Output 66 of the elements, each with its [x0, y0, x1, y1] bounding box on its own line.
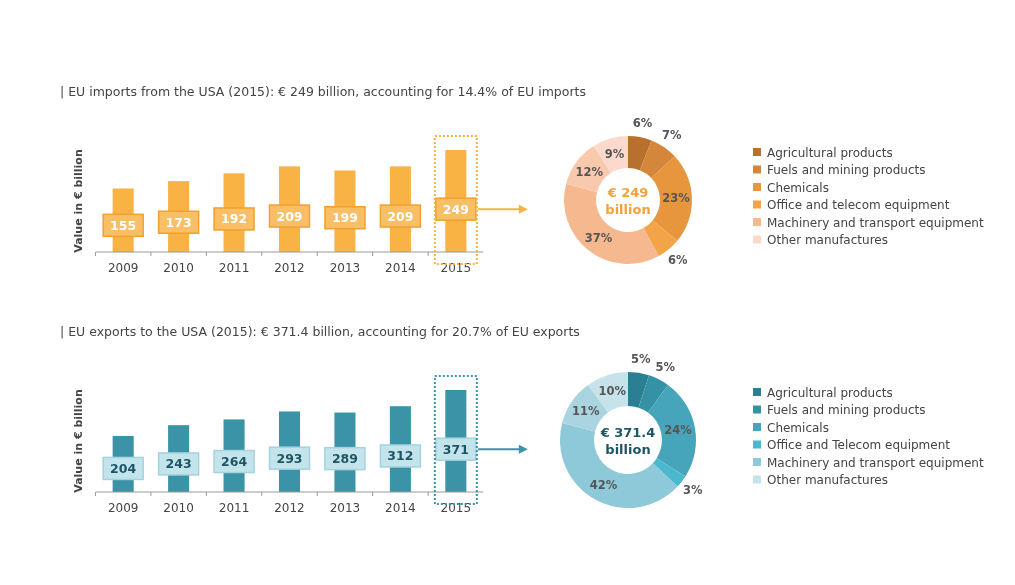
x-tick-label: 2011 [218, 261, 250, 275]
data-label: 209 [276, 208, 303, 224]
data-label: 3% [683, 483, 704, 498]
data-label: 23% [662, 191, 691, 206]
legend-label: Other manufactures [767, 473, 888, 487]
x-tick-label: 2012 [274, 261, 305, 275]
y-axis-title: Value in € billion [72, 389, 85, 493]
data-label: 7% [662, 128, 683, 143]
x-tick-label: 2012 [274, 501, 305, 515]
legend-label: Chemicals [767, 420, 829, 435]
legend-label: Agricultural products [767, 385, 893, 400]
donut-slice [628, 136, 652, 171]
data-label: 264 [221, 454, 248, 470]
data-label: 24% [664, 423, 693, 438]
data-label: 5% [655, 359, 676, 374]
donut-slice [639, 140, 675, 179]
data-label: 371 [442, 441, 469, 457]
data-label: 293 [276, 450, 303, 466]
chart-title: | EU exports to the USA (2015): € 371.4 billion, accounting for 20.7% of EU exports [60, 324, 580, 339]
x-tick-label: 2011 [218, 501, 250, 515]
x-tick-label: 2010 [163, 261, 194, 275]
data-label: 199 [331, 210, 358, 226]
data-label: 173 [165, 214, 192, 230]
data-label: 11% [572, 404, 601, 419]
donut-slice [652, 458, 686, 487]
x-tick-label: 2009 [107, 261, 139, 275]
donut-slice [643, 220, 678, 257]
data-label: 9% [604, 146, 625, 161]
data-label: 192 [221, 211, 248, 227]
legend-label: Machinery and transport equipment [767, 455, 984, 470]
legend-label: Office and telecom equipment [767, 198, 950, 212]
data-label: 5% [631, 352, 652, 367]
legend-label: Chemicals [767, 180, 829, 195]
data-label: 6% [667, 253, 688, 268]
data-label: 155 [110, 217, 137, 233]
chart-title: | EU imports from the USA (2015): € 249 billion, accounting for 14.4% of EU imports [60, 84, 586, 99]
data-label: 37% [584, 230, 613, 245]
legend-label: Machinery and transport equipment [767, 215, 984, 230]
data-label: 289 [331, 451, 358, 467]
legend-label: Office and Telecom equipment [767, 438, 951, 452]
x-tick-label: 2013 [329, 501, 361, 515]
data-label: 42% [589, 477, 618, 492]
legend-label: Fuels and mining products [767, 163, 926, 177]
donut-slice [651, 156, 692, 241]
data-label: 249 [442, 201, 469, 217]
legend-label: Agricultural products [767, 145, 893, 160]
x-tick-label: 2014 [385, 261, 416, 275]
data-label: 312 [387, 448, 414, 464]
data-label: 6% [632, 116, 653, 131]
data-label: 243 [165, 456, 192, 472]
data-label: 10% [598, 384, 627, 399]
data-label: 209 [387, 208, 414, 224]
x-tick-label: 2014 [385, 501, 416, 515]
legend-label: Fuels and mining products [767, 403, 926, 417]
data-label: 12% [575, 164, 604, 179]
text: € 371.4 billion [599, 425, 656, 457]
donut-slice [628, 372, 650, 408]
x-tick-label: 2013 [329, 261, 361, 275]
donut-slice [638, 375, 668, 413]
text: € 249 billion [605, 185, 651, 217]
legend-label: Other manufactures [767, 233, 888, 247]
data-label: 204 [110, 460, 137, 476]
x-tick-label: 2010 [163, 501, 194, 515]
y-axis-title: Value in € billion [72, 149, 85, 253]
x-tick-label: 2009 [107, 501, 139, 515]
donut-slice [564, 184, 659, 264]
